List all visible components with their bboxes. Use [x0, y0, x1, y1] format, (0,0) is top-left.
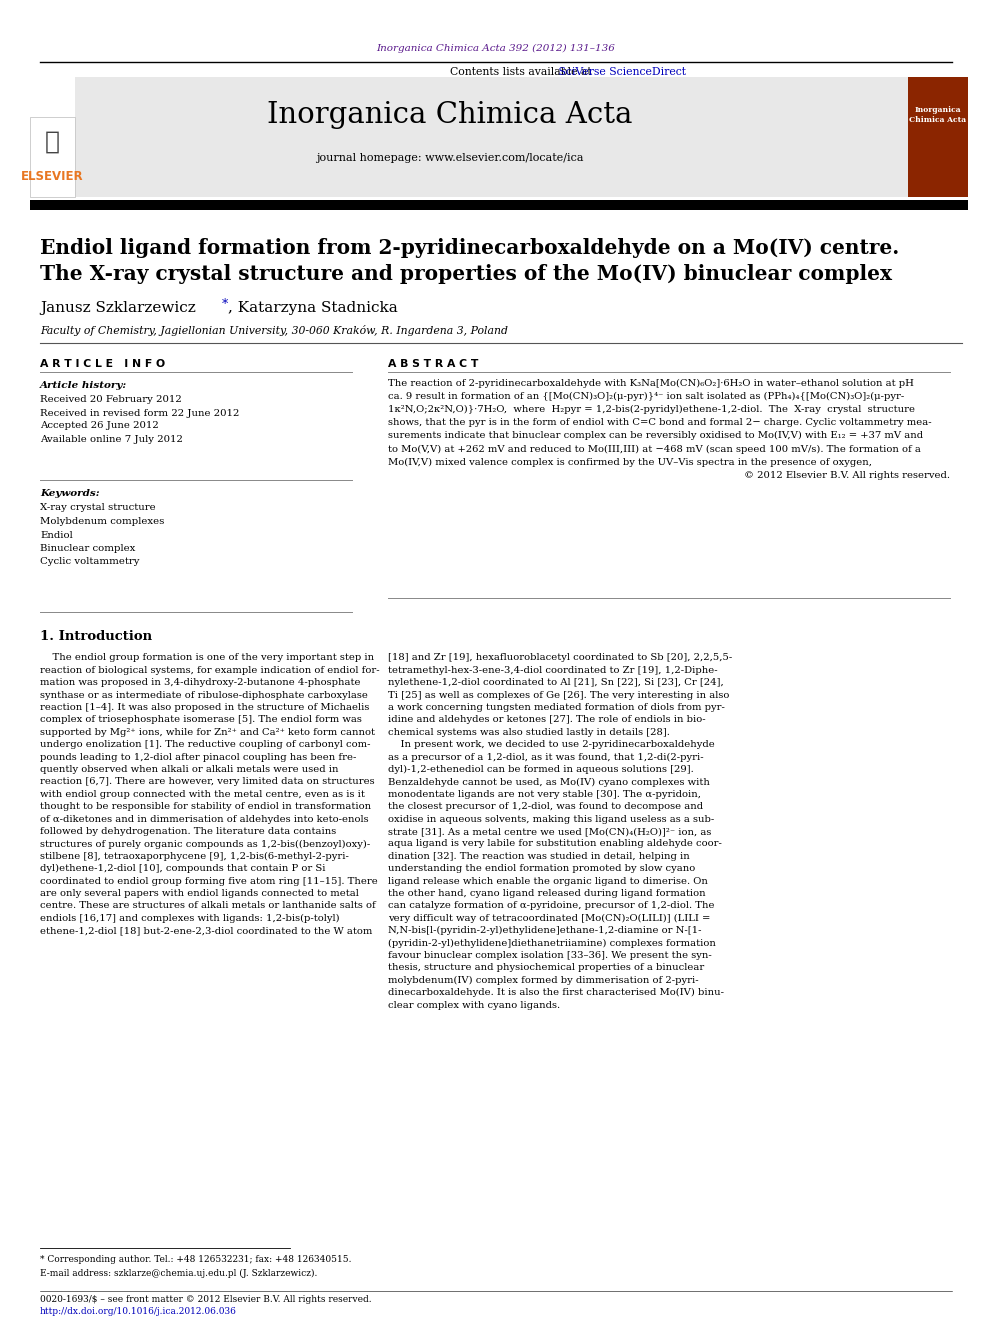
- Text: Benzaldehyde cannot be used, as Mo(IV) cyano complexes with: Benzaldehyde cannot be used, as Mo(IV) c…: [388, 778, 710, 787]
- Text: * Corresponding author. Tel.: +48 126532231; fax: +48 126340515.: * Corresponding author. Tel.: +48 126532…: [40, 1256, 351, 1265]
- Text: as a precursor of a 1,2-diol, as it was found, that 1,2-di(2-pyri-: as a precursor of a 1,2-diol, as it was …: [388, 753, 703, 762]
- Text: *: *: [222, 298, 228, 311]
- Text: 0020-1693/$ – see front matter © 2012 Elsevier B.V. All rights reserved.: 0020-1693/$ – see front matter © 2012 El…: [40, 1295, 372, 1304]
- Text: ligand release which enable the organic ligand to dimerise. On: ligand release which enable the organic …: [388, 877, 708, 885]
- Text: coordinated to endiol group forming five atom ring [11–15]. There: coordinated to endiol group forming five…: [40, 877, 378, 885]
- Text: clear complex with cyano ligands.: clear complex with cyano ligands.: [388, 1000, 560, 1009]
- Text: followed by dehydrogenation. The literature data contains: followed by dehydrogenation. The literat…: [40, 827, 336, 836]
- Text: X-ray crystal structure: X-ray crystal structure: [40, 504, 156, 512]
- Text: The endiol group formation is one of the very important step in: The endiol group formation is one of the…: [40, 654, 374, 663]
- Text: ca. 9 result in formation of an {[Mo(CN)₃O]₂(μ-pyr)}⁴⁻ ion salt isolated as (PPh: ca. 9 result in formation of an {[Mo(CN)…: [388, 392, 905, 401]
- Text: A B S T R A C T: A B S T R A C T: [388, 359, 478, 369]
- Text: dyl)ethene-1,2-diol [10], compounds that contain P or Si: dyl)ethene-1,2-diol [10], compounds that…: [40, 864, 325, 873]
- Text: shows, that the pyr is in the form of endiol with C=C bond and formal 2− charge.: shows, that the pyr is in the form of en…: [388, 418, 931, 427]
- Text: mation was proposed in 3,4-dihydroxy-2-butanone 4-phosphate: mation was proposed in 3,4-dihydroxy-2-b…: [40, 679, 360, 688]
- Text: surements indicate that binuclear complex can be reversibly oxidised to Mo(IV,V): surements indicate that binuclear comple…: [388, 431, 924, 441]
- Text: to Mo(V,V) at +262 mV and reduced to Mo(III,III) at −468 mV (scan speed 100 mV/s: to Mo(V,V) at +262 mV and reduced to Mo(…: [388, 445, 921, 454]
- Text: the other hand, cyano ligand released during ligand formation: the other hand, cyano ligand released du…: [388, 889, 705, 898]
- Text: complex of triosephosphate isomerase [5]. The endiol form was: complex of triosephosphate isomerase [5]…: [40, 716, 362, 725]
- Text: SciVerse ScienceDirect: SciVerse ScienceDirect: [450, 67, 686, 77]
- Text: Inorganica Chimica Acta 392 (2012) 131–136: Inorganica Chimica Acta 392 (2012) 131–1…: [377, 44, 615, 53]
- Text: In present work, we decided to use 2-pyridinecarboxaldehyde: In present work, we decided to use 2-pyr…: [388, 741, 715, 749]
- Text: Contents lists available at: Contents lists available at: [450, 67, 595, 77]
- Text: Binuclear complex: Binuclear complex: [40, 544, 135, 553]
- Bar: [30, 116, 75, 197]
- Text: The X-ray crystal structure and properties of the Mo(IV) binuclear complex: The X-ray crystal structure and properti…: [40, 265, 892, 284]
- Text: stilbene [8], tetraoxaporphycene [9], 1,2-bis(6-methyl-2-pyri-: stilbene [8], tetraoxaporphycene [9], 1,…: [40, 852, 349, 861]
- Text: quently observed when alkali or alkali metals were used in: quently observed when alkali or alkali m…: [40, 765, 338, 774]
- Text: the closest precursor of 1,2-diol, was found to decompose and: the closest precursor of 1,2-diol, was f…: [388, 802, 703, 811]
- Text: thesis, structure and physiochemical properties of a binuclear: thesis, structure and physiochemical pro…: [388, 963, 704, 972]
- Text: structures of purely organic compounds as 1,2-bis((benzoyl)oxy)-: structures of purely organic compounds a…: [40, 839, 370, 848]
- Text: Ti [25] as well as complexes of Ge [26]. The very interesting in also: Ti [25] as well as complexes of Ge [26].…: [388, 691, 729, 700]
- Text: Received 20 February 2012: Received 20 February 2012: [40, 396, 182, 405]
- Text: undergo enolization [1]. The reductive coupling of carbonyl com-: undergo enolization [1]. The reductive c…: [40, 741, 370, 749]
- Text: chemical systems was also studied lastly in details [28].: chemical systems was also studied lastly…: [388, 728, 670, 737]
- Text: Molybdenum complexes: Molybdenum complexes: [40, 517, 165, 527]
- Text: synthase or as intermediate of ribulose-diphosphate carboxylase: synthase or as intermediate of ribulose-…: [40, 691, 368, 700]
- Text: Endiol ligand formation from 2-pyridinecarboxaldehyde on a Mo(IV) centre.: Endiol ligand formation from 2-pyridinec…: [40, 238, 900, 258]
- Text: are only several papers with endiol ligands connected to metal: are only several papers with endiol liga…: [40, 889, 359, 898]
- Text: (pyridin-2-yl)ethylidene]diethanetriiamine) complexes formation: (pyridin-2-yl)ethylidene]diethanetriiami…: [388, 938, 716, 947]
- Text: © 2012 Elsevier B.V. All rights reserved.: © 2012 Elsevier B.V. All rights reserved…: [744, 471, 950, 480]
- Text: dyl)-1,2-ethenediol can be formed in aqueous solutions [29].: dyl)-1,2-ethenediol can be formed in aqu…: [388, 765, 693, 774]
- Text: 🌲: 🌲: [45, 130, 60, 153]
- Text: http://dx.doi.org/10.1016/j.ica.2012.06.036: http://dx.doi.org/10.1016/j.ica.2012.06.…: [40, 1307, 237, 1316]
- Text: molybdenum(IV) complex formed by dimmerisation of 2-pyri-: molybdenum(IV) complex formed by dimmeri…: [388, 976, 698, 984]
- Text: 1κ²N,O;2κ²N,O)}·7H₂O,  where  H₂pyr = 1,2-bis(2-pyridyl)ethene-1,2-diol.  The  X: 1κ²N,O;2κ²N,O)}·7H₂O, where H₂pyr = 1,2-…: [388, 405, 915, 414]
- Text: monodentate ligands are not very stable [30]. The α-pyridoin,: monodentate ligands are not very stable …: [388, 790, 701, 799]
- Text: Endiol: Endiol: [40, 531, 72, 540]
- Text: Janusz Szklarzewicz: Janusz Szklarzewicz: [40, 302, 200, 315]
- Text: of α-diketones and in dimmerisation of aldehydes into keto-enols: of α-diketones and in dimmerisation of a…: [40, 815, 369, 824]
- Text: Article history:: Article history:: [40, 381, 127, 390]
- Text: tetramethyl-hex-3-ene-3,4-diol coordinated to Zr [19], 1,2-Diphe-: tetramethyl-hex-3-ene-3,4-diol coordinat…: [388, 665, 717, 675]
- Text: idine and aldehydes or ketones [27]. The role of endiols in bio-: idine and aldehydes or ketones [27]. The…: [388, 716, 705, 725]
- Text: thought to be responsible for stability of endiol in transformation: thought to be responsible for stability …: [40, 802, 371, 811]
- Text: favour binuclear complex isolation [33–36]. We present the syn-: favour binuclear complex isolation [33–3…: [388, 951, 711, 960]
- Text: pounds leading to 1,2-diol after pinacol coupling has been fre-: pounds leading to 1,2-diol after pinacol…: [40, 753, 356, 762]
- Text: oxidise in aqueous solvents, making this ligand useless as a sub-: oxidise in aqueous solvents, making this…: [388, 815, 714, 824]
- Text: Received in revised form 22 June 2012: Received in revised form 22 June 2012: [40, 409, 239, 418]
- Text: strate [31]. As a metal centre we used [Mo(CN)₄(H₂O)]²⁻ ion, as: strate [31]. As a metal centre we used […: [388, 827, 711, 836]
- Text: A R T I C L E   I N F O: A R T I C L E I N F O: [40, 359, 165, 369]
- Text: ELSEVIER: ELSEVIER: [21, 171, 83, 184]
- Text: understanding the endiol formation promoted by slow cyano: understanding the endiol formation promo…: [388, 864, 695, 873]
- Text: aqua ligand is very labile for substitution enabling aldehyde coor-: aqua ligand is very labile for substitut…: [388, 840, 722, 848]
- Text: Mo(IV,V) mixed valence complex is confirmed by the UV–Vis spectra in the presenc: Mo(IV,V) mixed valence complex is confir…: [388, 458, 872, 467]
- Text: journal homepage: www.elsevier.com/locate/ica: journal homepage: www.elsevier.com/locat…: [316, 153, 583, 163]
- Text: reaction [6,7]. There are however, very limited data on structures: reaction [6,7]. There are however, very …: [40, 778, 375, 786]
- Text: with endiol group connected with the metal centre, even as is it: with endiol group connected with the met…: [40, 790, 365, 799]
- Text: The reaction of 2-pyridinecarboxaldehyde with K₃Na[Mo(CN)₆O₂]·6H₂O in water–etha: The reaction of 2-pyridinecarboxaldehyde…: [388, 378, 914, 388]
- Text: Cyclic voltammetry: Cyclic voltammetry: [40, 557, 140, 566]
- Text: can catalyze formation of α-pyridoine, precursor of 1,2-diol. The: can catalyze formation of α-pyridoine, p…: [388, 901, 714, 910]
- Text: E-mail address: szklarze@chemia.uj.edu.pl (J. Szklarzewicz).: E-mail address: szklarze@chemia.uj.edu.p…: [40, 1269, 317, 1278]
- Text: nylethene-1,2-diol coordinated to Al [21], Sn [22], Si [23], Cr [24],: nylethene-1,2-diol coordinated to Al [21…: [388, 679, 724, 688]
- Text: reaction [1–4]. It was also proposed in the structure of Michaelis: reaction [1–4]. It was also proposed in …: [40, 703, 369, 712]
- Text: centre. These are structures of alkali metals or lanthanide salts of: centre. These are structures of alkali m…: [40, 901, 376, 910]
- Bar: [75, 77, 908, 197]
- Text: Available online 7 July 2012: Available online 7 July 2012: [40, 434, 183, 443]
- Text: a work concerning tungsten mediated formation of diols from pyr-: a work concerning tungsten mediated form…: [388, 703, 725, 712]
- Text: Accepted 26 June 2012: Accepted 26 June 2012: [40, 422, 159, 430]
- Text: reaction of biological systems, for example indication of endiol for-: reaction of biological systems, for exam…: [40, 665, 380, 675]
- Text: Keywords:: Keywords:: [40, 490, 99, 499]
- Text: N,N-bis[l-(pyridin-2-yl)ethylidene]ethane-1,2-diamine or N-[1-: N,N-bis[l-(pyridin-2-yl)ethylidene]ethan…: [388, 926, 701, 935]
- Bar: [30, 200, 968, 210]
- Text: endiols [16,17] and complexes with ligands: 1,2-bis(p-tolyl): endiols [16,17] and complexes with ligan…: [40, 914, 339, 923]
- Text: very difficult way of tetracoordinated [Mo(CN)₂O(LILI)] (LILI =: very difficult way of tetracoordinated […: [388, 914, 710, 923]
- Text: dination [32]. The reaction was studied in detail, helping in: dination [32]. The reaction was studied …: [388, 852, 689, 861]
- Text: 1. Introduction: 1. Introduction: [40, 630, 152, 643]
- Text: dinecarboxaldehyde. It is also the first characterised Mo(IV) binu-: dinecarboxaldehyde. It is also the first…: [388, 988, 724, 998]
- Text: [18] and Zr [19], hexafluoroblacetyl coordinated to Sb [20], 2,2,5,5-: [18] and Zr [19], hexafluoroblacetyl coo…: [388, 654, 732, 663]
- Text: Inorganica
Chimica Acta: Inorganica Chimica Acta: [910, 106, 966, 124]
- Text: ethene-1,2-diol [18] but-2-ene-2,3-diol coordinated to the W atom: ethene-1,2-diol [18] but-2-ene-2,3-diol …: [40, 926, 372, 935]
- Text: Faculty of Chemistry, Jagiellonian University, 30-060 Kraków, R. Ingardena 3, Po: Faculty of Chemistry, Jagiellonian Unive…: [40, 324, 508, 336]
- Bar: [908, 77, 968, 197]
- Text: Inorganica Chimica Acta: Inorganica Chimica Acta: [267, 101, 633, 130]
- Text: supported by Mg²⁺ ions, while for Zn²⁺ and Ca²⁺ keto form cannot: supported by Mg²⁺ ions, while for Zn²⁺ a…: [40, 728, 375, 737]
- Text: , Katarzyna Stadnicka: , Katarzyna Stadnicka: [228, 302, 398, 315]
